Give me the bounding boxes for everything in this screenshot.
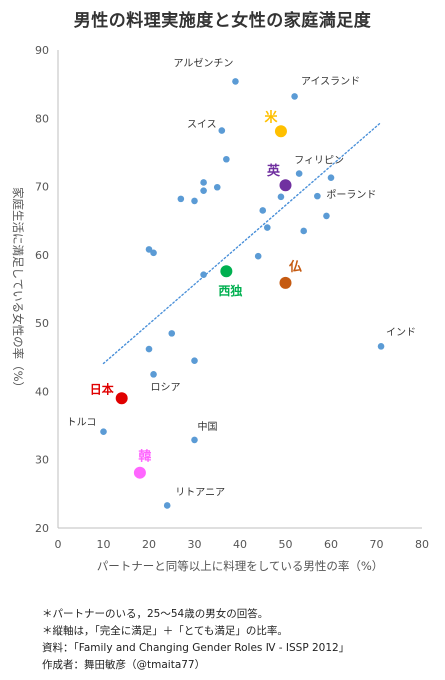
data-point-8	[314, 192, 321, 200]
data-point	[191, 357, 198, 365]
data-point-22	[220, 265, 233, 278]
x-tick-label: 70	[370, 538, 384, 551]
point-label: トルコ	[67, 418, 97, 429]
data-point-0	[232, 78, 239, 85]
point-label: 中国	[198, 420, 218, 433]
data-point	[200, 187, 207, 194]
y-tick-label: 60	[35, 249, 49, 262]
point-label: 仏	[289, 260, 302, 275]
data-point	[327, 174, 335, 181]
data-point	[145, 345, 153, 353]
data-point	[191, 197, 198, 205]
footnote-axis: ＊縦軸は，「完全に満足」＋「とても満足」の比率。	[42, 625, 288, 637]
x-tick-label: 80	[415, 538, 429, 551]
point-label: スイス	[187, 120, 217, 131]
data-point	[323, 212, 330, 220]
point-label: インド	[386, 327, 416, 338]
data-point-29	[150, 371, 157, 378]
data-point-26	[377, 343, 385, 350]
data-point	[259, 207, 267, 214]
data-point	[200, 271, 207, 278]
data-point	[223, 155, 230, 163]
data-point-6	[279, 179, 292, 192]
y-tick-label: 40	[35, 385, 49, 398]
trendline-layer	[102, 121, 382, 365]
point-label: 韓	[138, 449, 151, 465]
data-point	[150, 249, 157, 257]
y-axis-label: 家庭生活に満足している女性の率（%）	[11, 187, 25, 393]
data-point	[213, 183, 221, 191]
point-label: ロシア	[151, 382, 181, 393]
x-axis-label: パートナーと同等以上に料理をしている男性の率（%）	[97, 559, 384, 573]
data-point-2	[274, 125, 287, 138]
data-point-32	[191, 436, 198, 444]
x-tick-label: 0	[55, 538, 62, 551]
x-tick-label: 60	[324, 538, 338, 551]
y-tick-label: 70	[35, 181, 49, 194]
point-label: アルゼンチン	[173, 57, 233, 69]
y-tick-label: 90	[35, 44, 49, 57]
point-label: 日本	[90, 381, 114, 396]
point-label: フィリピン	[294, 155, 344, 167]
data-point-34	[163, 502, 171, 509]
chart-title: 男性の料理実施度と女性の家庭満足度	[73, 11, 372, 31]
data-point	[254, 252, 262, 260]
data-point-33	[133, 466, 146, 479]
trendline	[102, 121, 382, 365]
x-tick-label: 40	[233, 538, 247, 551]
point-label: リトアニア	[175, 487, 225, 498]
y-tick-label: 50	[35, 317, 49, 330]
x-tick-label: 20	[142, 538, 156, 551]
x-tick-label: 10	[97, 538, 111, 551]
data-point	[264, 224, 271, 231]
footnote-source: 資料：「Family and Changing Gender Roles Ⅳ -…	[42, 642, 350, 654]
data-point-31	[100, 428, 107, 436]
point-label: 西独	[218, 283, 242, 298]
data-point	[168, 330, 176, 337]
point-label: 米	[264, 109, 278, 125]
data-point	[145, 246, 153, 253]
data-point-3	[218, 127, 226, 134]
y-tick-label: 30	[35, 454, 49, 467]
x-tick-label: 30	[188, 538, 202, 551]
footnote-author: 作成者：舞田敏彦（@tmaita77）	[42, 659, 206, 671]
footnote-respondents: ＊パートナーのいる，25～54歳の男女の回答。	[42, 608, 269, 620]
data-point-1	[291, 93, 298, 100]
data-point-5	[295, 170, 303, 177]
y-tick-label: 80	[35, 112, 49, 125]
chart-axes: 0 10 20 30 40 50 60 70 80 20 30 40 50 60 70 80 90	[35, 44, 429, 551]
data-points	[100, 78, 385, 509]
data-point	[277, 193, 285, 201]
data-point	[177, 195, 185, 203]
data-point-30	[115, 392, 128, 405]
point-label: 英	[266, 163, 281, 179]
x-tick-label: 50	[279, 538, 293, 551]
point-label: ポーランド	[326, 189, 376, 201]
data-point-24	[279, 276, 292, 289]
point-label: アイスランド	[301, 75, 360, 87]
y-tick-label: 20	[35, 522, 49, 535]
data-point	[300, 227, 308, 235]
footnotes: ＊パートナーのいる，25～54歳の男女の回答。 ＊縦軸は，「完全に満足」＋「とて…	[42, 606, 349, 674]
scatter-chart: 0 10 20 30 40 50 60 70 80 20 30 40 50 60 70 80 90 アルゼンチン…	[11, 44, 429, 573]
data-point	[200, 179, 207, 186]
